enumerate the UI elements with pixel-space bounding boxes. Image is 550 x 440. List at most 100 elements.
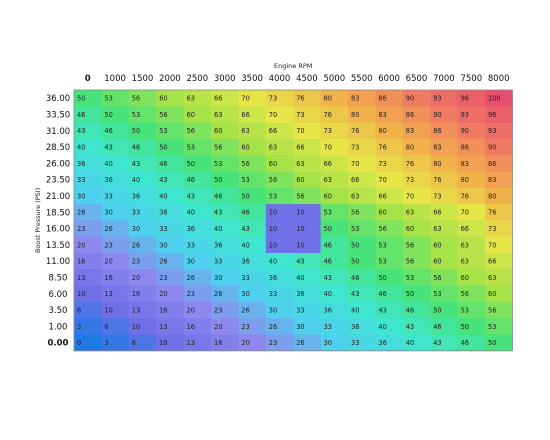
heatmap-cell[interactable]: [101, 187, 130, 205]
heatmap-cell[interactable]: [457, 236, 486, 254]
heatmap-cell[interactable]: [402, 301, 431, 319]
heatmap-cell[interactable]: [183, 90, 212, 107]
heatmap-cell[interactable]: [265, 122, 294, 140]
heatmap-cell[interactable]: [156, 334, 184, 352]
heatmap-cell[interactable]: [211, 301, 239, 319]
heatmap-cell[interactable]: [375, 90, 404, 107]
heatmap-cell[interactable]: [128, 90, 157, 107]
heatmap-cell[interactable]: [402, 187, 431, 205]
heatmap-cell[interactable]: [485, 106, 513, 123]
heatmap-cell[interactable]: [457, 253, 486, 270]
heatmap-cell[interactable]: [156, 106, 184, 123]
heatmap-cell[interactable]: [430, 253, 458, 270]
heatmap-cell[interactable]: [128, 138, 157, 156]
heatmap-cell[interactable]: [293, 334, 321, 352]
heatmap-cell[interactable]: [293, 236, 321, 254]
heatmap-cell[interactable]: [375, 138, 404, 156]
heatmap-cell[interactable]: [265, 269, 294, 286]
heatmap-cell[interactable]: [183, 318, 212, 335]
heatmap-cell[interactable]: [128, 301, 157, 319]
heatmap-cell[interactable]: [156, 204, 184, 221]
heatmap-cell[interactable]: [211, 122, 239, 140]
heatmap-cell[interactable]: [402, 253, 431, 270]
heatmap-cell[interactable]: [183, 236, 212, 254]
heatmap-cell[interactable]: [375, 220, 404, 238]
heatmap-cell[interactable]: [485, 301, 513, 319]
heatmap-cell[interactable]: [101, 122, 130, 140]
heatmap-cell[interactable]: [293, 122, 321, 140]
heatmap-cell[interactable]: [293, 171, 321, 189]
heatmap-cell[interactable]: [74, 187, 102, 205]
heatmap-cell[interactable]: [457, 187, 486, 205]
heatmap-cell[interactable]: [375, 155, 404, 172]
heatmap-cell[interactable]: [485, 285, 513, 303]
heatmap-cell[interactable]: [320, 204, 349, 221]
heatmap-cell[interactable]: [320, 106, 349, 123]
heatmap-cell[interactable]: [485, 220, 513, 238]
heatmap-cell[interactable]: [211, 106, 239, 123]
heatmap-cell[interactable]: [128, 106, 157, 123]
heatmap-cell[interactable]: [485, 318, 513, 335]
heatmap-cell[interactable]: [128, 318, 157, 335]
heatmap-cell[interactable]: [156, 138, 184, 156]
heatmap-cell[interactable]: [265, 155, 294, 172]
heatmap-cell[interactable]: [485, 236, 513, 254]
heatmap-cell[interactable]: [457, 220, 486, 238]
heatmap-cell[interactable]: [211, 155, 239, 172]
heatmap-cell[interactable]: [156, 236, 184, 254]
heatmap-cell[interactable]: [402, 318, 431, 335]
heatmap-cell[interactable]: [293, 187, 321, 205]
heatmap-cell[interactable]: [457, 318, 486, 335]
heatmap-cell[interactable]: [402, 90, 431, 107]
heatmap-cell[interactable]: [74, 220, 102, 238]
heatmap-cell[interactable]: [183, 220, 212, 238]
heatmap-cell[interactable]: [128, 253, 157, 270]
heatmap-cell[interactable]: [320, 171, 349, 189]
heatmap-cell[interactable]: [128, 334, 157, 352]
heatmap-cell[interactable]: [430, 106, 458, 123]
heatmap-cell[interactable]: [293, 269, 321, 286]
heatmap-cell[interactable]: [74, 301, 102, 319]
heatmap-cell[interactable]: [211, 253, 239, 270]
heatmap-cell[interactable]: [375, 285, 404, 303]
heatmap-cell[interactable]: [485, 269, 513, 286]
heatmap-cell[interactable]: [375, 253, 404, 270]
heatmap-cell[interactable]: [430, 90, 458, 107]
heatmap-cell[interactable]: [348, 171, 376, 189]
heatmap-cell[interactable]: [211, 171, 239, 189]
heatmap-cell[interactable]: [485, 253, 513, 270]
heatmap-cell[interactable]: [320, 301, 349, 319]
heatmap-cell[interactable]: [211, 204, 239, 221]
heatmap-cell[interactable]: [74, 204, 102, 221]
heatmap-cell[interactable]: [348, 253, 376, 270]
heatmap-cell[interactable]: [430, 155, 458, 172]
heatmap-cell[interactable]: [156, 318, 184, 335]
heatmap-cell[interactable]: [348, 204, 376, 221]
heatmap-cell[interactable]: [183, 187, 212, 205]
heatmap-cell[interactable]: [238, 106, 267, 123]
heatmap-cell[interactable]: [265, 301, 294, 319]
heatmap-cell[interactable]: [238, 301, 267, 319]
heatmap-cell[interactable]: [402, 334, 431, 352]
heatmap-cell[interactable]: [238, 187, 267, 205]
heatmap-cell[interactable]: [265, 106, 294, 123]
heatmap-cell[interactable]: [457, 171, 486, 189]
heatmap-cell[interactable]: [238, 318, 267, 335]
heatmap-cell[interactable]: [293, 253, 321, 270]
heatmap-cell[interactable]: [457, 138, 486, 156]
heatmap-cell[interactable]: [74, 171, 102, 189]
heatmap-cell[interactable]: [457, 90, 486, 107]
heatmap-cell[interactable]: [348, 138, 376, 156]
heatmap-cell[interactable]: [293, 204, 321, 221]
heatmap-cell[interactable]: [128, 204, 157, 221]
heatmap-cell[interactable]: [74, 253, 102, 270]
heatmap-cell[interactable]: [430, 138, 458, 156]
heatmap-cell[interactable]: [320, 334, 349, 352]
heatmap-cell[interactable]: [457, 122, 486, 140]
heatmap-cell[interactable]: [211, 187, 239, 205]
heatmap-cell[interactable]: [211, 90, 239, 107]
heatmap-cell[interactable]: [348, 187, 376, 205]
heatmap-cell[interactable]: [156, 122, 184, 140]
heatmap-cell[interactable]: [265, 220, 294, 238]
heatmap-cell[interactable]: [238, 204, 267, 221]
